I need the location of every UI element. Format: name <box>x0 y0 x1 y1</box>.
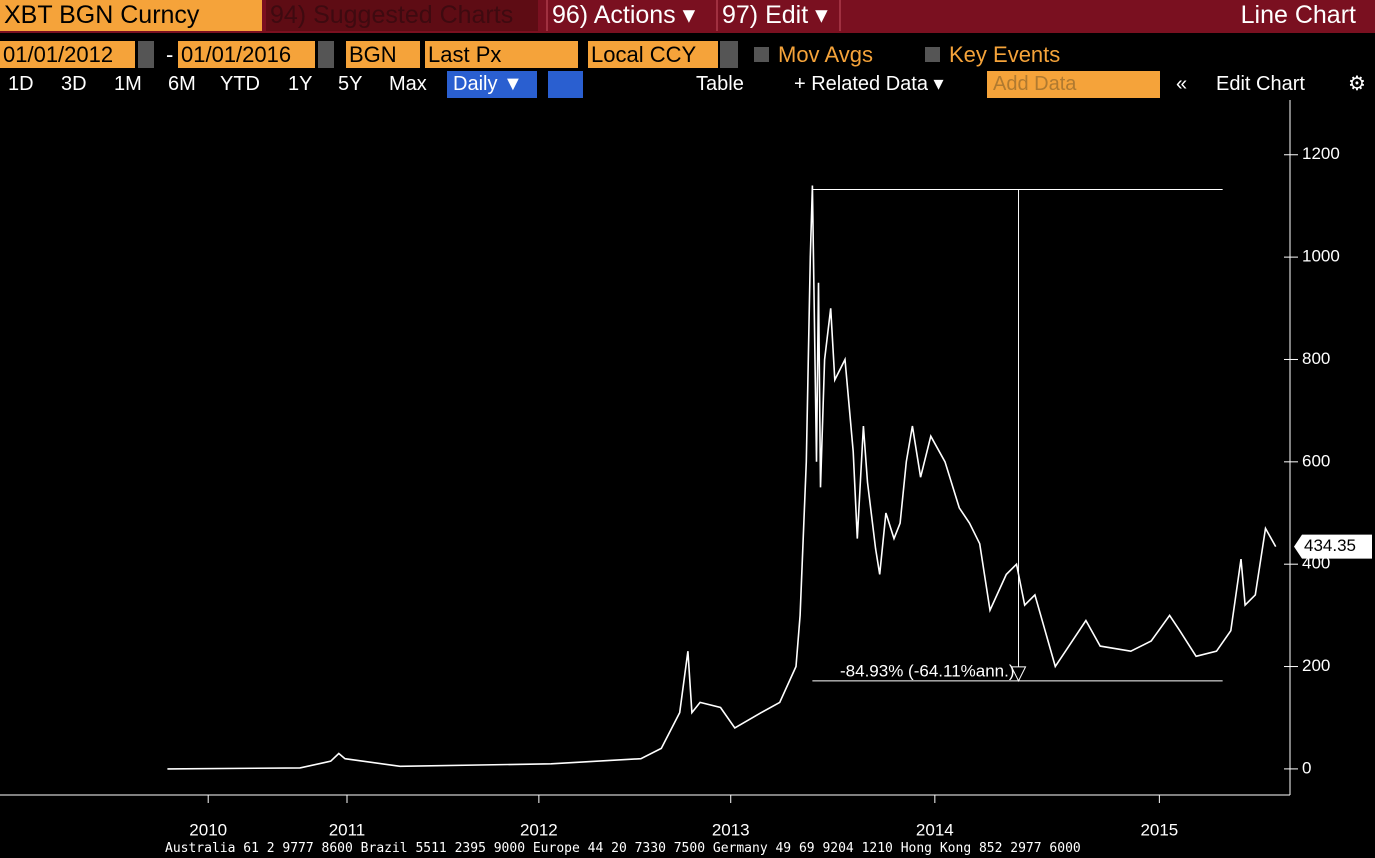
start-date[interactable]: 01/01/2012 <box>0 41 135 68</box>
menu-actions[interactable]: 96) Actions ▾ <box>546 0 711 31</box>
price-line <box>167 185 1277 770</box>
x-tick-label: 2010 <box>189 820 227 839</box>
range-button[interactable]: 1M <box>114 73 142 95</box>
range-button[interactable]: Max <box>389 73 427 95</box>
line-icon[interactable] <box>548 71 583 98</box>
range-button[interactable]: 5Y <box>338 73 363 95</box>
currency[interactable]: Local CCY <box>588 41 718 68</box>
y-tick-label: 1200 <box>1302 144 1340 163</box>
y-tick-label: 200 <box>1302 656 1330 675</box>
range-button[interactable]: 3D <box>61 73 87 95</box>
last-value-box <box>1294 534 1372 559</box>
key-events[interactable]: Key Events <box>949 42 1061 67</box>
measure-label: -84.93% (-64.11%ann.) <box>840 661 1015 680</box>
edit-chart[interactable]: Edit Chart <box>1216 73 1305 95</box>
footer: Australia 61 2 9777 8600 Brazil 5511 239… <box>165 841 1081 856</box>
menu-edit[interactable]: 97) Edit ▾ <box>716 0 841 31</box>
x-tick-label: 2011 <box>329 820 366 839</box>
dropdown[interactable] <box>720 41 738 68</box>
security[interactable]: XBT BGN Curncy <box>0 0 262 31</box>
calendar-icon[interactable] <box>138 41 154 68</box>
add-data[interactable]: Add Data <box>987 71 1160 98</box>
checkbox[interactable] <box>925 47 940 62</box>
x-tick-label: 2015 <box>1140 820 1178 839</box>
last-value-label: 434.35 <box>1304 536 1356 555</box>
range-button[interactable]: 6M <box>168 73 196 95</box>
view-title: Line Chart <box>1240 1 1356 29</box>
y-tick-label: 1000 <box>1302 247 1340 266</box>
range-button[interactable]: YTD <box>220 73 260 95</box>
period[interactable]: Daily ▼ <box>447 71 537 98</box>
checkbox[interactable] <box>754 47 769 62</box>
settings[interactable]: ⚙ <box>1348 73 1366 95</box>
related-data[interactable]: + Related Data ▾ <box>794 73 944 95</box>
source[interactable]: BGN <box>346 41 420 68</box>
dash: - <box>166 42 173 67</box>
y-tick-label: 800 <box>1302 349 1330 368</box>
end-date[interactable]: 01/01/2016 <box>178 41 315 68</box>
x-tick-label: 2012 <box>520 820 558 839</box>
arrow-head <box>1010 666 1027 682</box>
y-tick-label: 600 <box>1302 451 1330 470</box>
range-button[interactable]: 1Y <box>288 73 313 95</box>
y-tick-label: 0 <box>1302 758 1311 777</box>
x-tick-label: 2013 <box>712 820 750 839</box>
x-tick-label: 2014 <box>916 820 954 839</box>
mov-avgs[interactable]: Mov Avgs <box>778 42 873 67</box>
menu-suggested[interactable]: 94) Suggested Charts <box>266 0 538 31</box>
collapse[interactable]: « <box>1176 73 1188 95</box>
calendar-icon[interactable] <box>318 41 334 68</box>
field[interactable]: Last Px <box>425 41 578 68</box>
title-bar: XBT BGN Curncy 94) Suggested Charts 96) … <box>0 0 1375 33</box>
table[interactable]: Table <box>696 73 744 95</box>
range-button[interactable]: 1D <box>8 73 34 95</box>
